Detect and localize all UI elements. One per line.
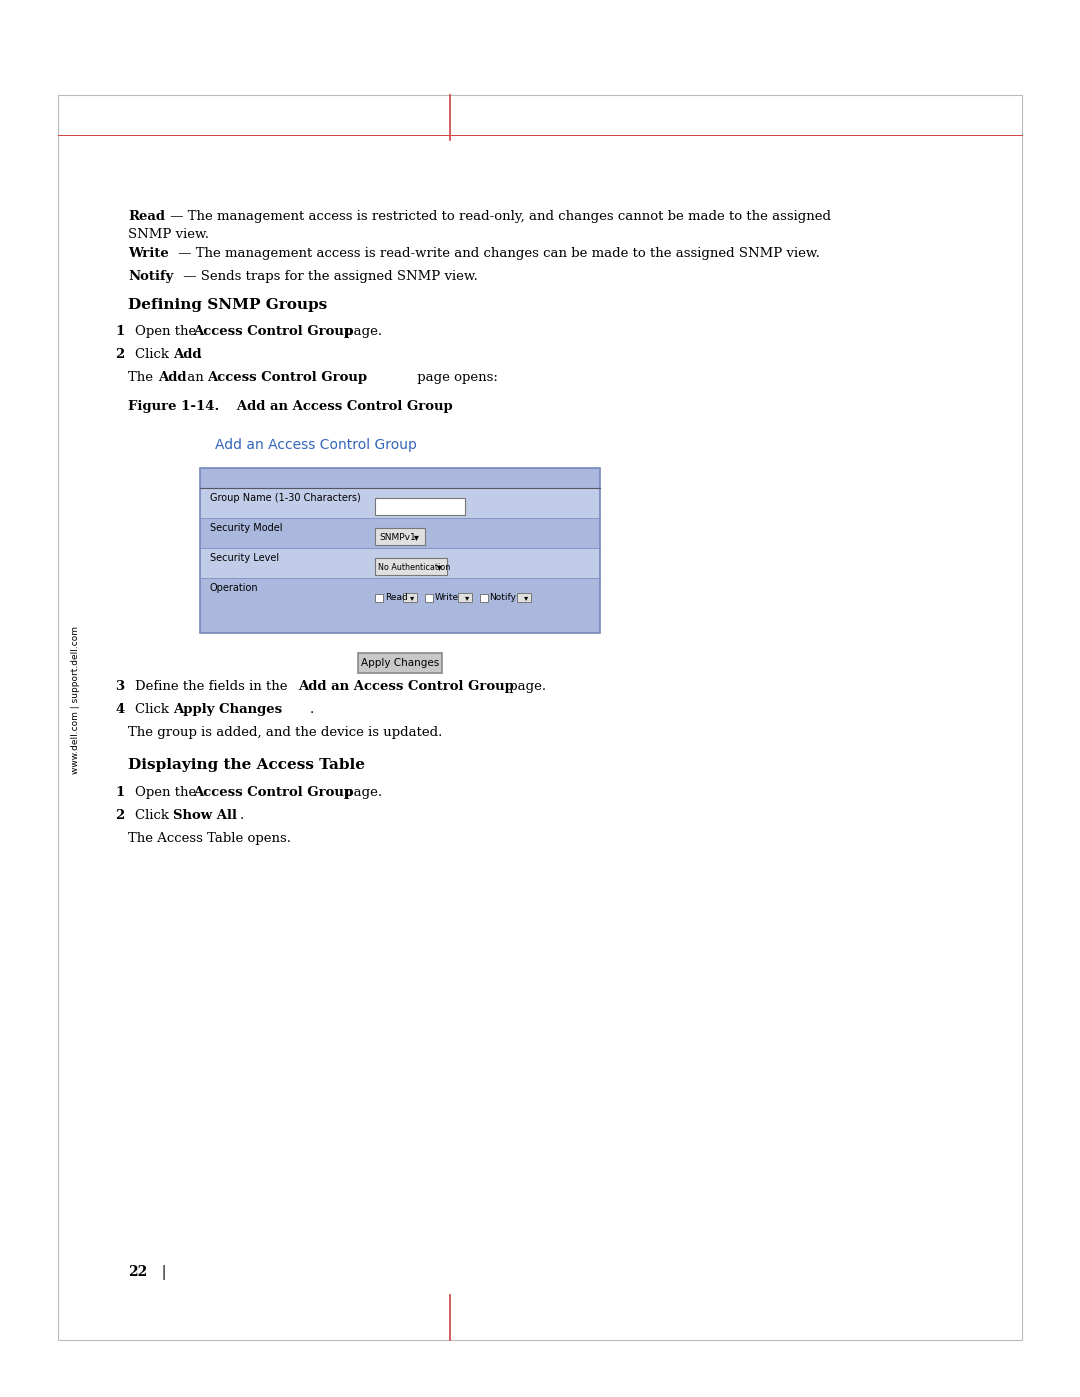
Text: Group Name (1-30 Characters): Group Name (1-30 Characters) xyxy=(210,493,361,503)
Bar xyxy=(201,469,599,488)
Bar xyxy=(357,652,442,673)
Bar xyxy=(516,592,530,602)
Text: .: . xyxy=(240,809,244,821)
Bar xyxy=(201,578,599,608)
Bar xyxy=(201,489,599,518)
Text: Figure 1-14.: Figure 1-14. xyxy=(129,400,219,414)
Text: Add an Access Control Group: Add an Access Control Group xyxy=(222,400,453,414)
Text: ▾: ▾ xyxy=(410,594,415,602)
Text: Notify: Notify xyxy=(129,270,174,284)
Bar xyxy=(375,528,426,545)
Text: .: . xyxy=(310,703,314,717)
Text: Define the fields in the: Define the fields in the xyxy=(135,680,292,693)
Text: Notify: Notify xyxy=(489,594,516,602)
Bar xyxy=(480,594,487,602)
Text: Add: Add xyxy=(173,348,202,360)
Text: Defining SNMP Groups: Defining SNMP Groups xyxy=(129,298,327,312)
Text: ▾: ▾ xyxy=(437,562,442,571)
Text: Open the: Open the xyxy=(135,326,201,338)
Text: Operation: Operation xyxy=(210,583,258,592)
Text: |: | xyxy=(153,1266,166,1280)
Bar xyxy=(200,468,600,633)
Text: ▾: ▾ xyxy=(464,594,469,602)
Text: Access Control Group: Access Control Group xyxy=(193,326,353,338)
Text: — The management access is restricted to read-only, and changes cannot be made t: — The management access is restricted to… xyxy=(166,210,831,224)
Bar xyxy=(58,95,1022,1340)
Text: Click: Click xyxy=(135,703,173,717)
Text: Read: Read xyxy=(129,210,165,224)
Text: 1: 1 xyxy=(114,787,124,799)
Text: Write: Write xyxy=(435,594,459,602)
Text: ▾: ▾ xyxy=(414,532,419,542)
Text: page.: page. xyxy=(341,326,382,338)
Text: 22: 22 xyxy=(129,1266,147,1280)
Text: Show All: Show All xyxy=(173,809,237,821)
Text: Access Control Group: Access Control Group xyxy=(193,787,353,799)
Bar xyxy=(403,592,417,602)
Text: .: . xyxy=(198,348,202,360)
Text: — Sends traps for the assigned SNMP view.: — Sends traps for the assigned SNMP view… xyxy=(179,270,477,284)
Text: Read: Read xyxy=(384,594,408,602)
Bar xyxy=(201,549,599,578)
Text: Open the: Open the xyxy=(135,787,201,799)
Text: 3: 3 xyxy=(114,680,124,693)
Text: The: The xyxy=(129,372,158,384)
Text: Displaying the Access Table: Displaying the Access Table xyxy=(129,759,365,773)
Text: No Authentication: No Authentication xyxy=(378,563,450,571)
Bar xyxy=(201,520,599,548)
Text: Apply Changes: Apply Changes xyxy=(173,703,282,717)
Bar xyxy=(375,557,447,576)
Text: SNMP view.: SNMP view. xyxy=(129,228,210,242)
Text: 1: 1 xyxy=(114,326,124,338)
Text: www.dell.com | support.dell.com: www.dell.com | support.dell.com xyxy=(70,626,80,774)
Text: Write: Write xyxy=(129,247,168,260)
Text: Click: Click xyxy=(135,809,173,821)
Text: page.: page. xyxy=(341,787,382,799)
Text: SNMPv1: SNMPv1 xyxy=(379,532,416,542)
Text: Security Model: Security Model xyxy=(210,522,283,534)
Text: Add an Access Control Group: Add an Access Control Group xyxy=(215,439,417,453)
Text: page.: page. xyxy=(505,680,546,693)
Text: 4: 4 xyxy=(114,703,124,717)
Bar xyxy=(375,594,383,602)
Text: The Access Table opens.: The Access Table opens. xyxy=(129,833,291,845)
Text: The group is added, and the device is updated.: The group is added, and the device is up… xyxy=(129,726,443,739)
Text: Add: Add xyxy=(158,372,187,384)
Text: page opens:: page opens: xyxy=(413,372,498,384)
Text: 2: 2 xyxy=(114,348,124,360)
Text: Security Level: Security Level xyxy=(210,553,279,563)
Bar xyxy=(375,497,465,515)
Text: an: an xyxy=(183,372,208,384)
Text: Access Control Group: Access Control Group xyxy=(207,372,367,384)
Text: Add an Access Control Group: Add an Access Control Group xyxy=(298,680,514,693)
Text: ▾: ▾ xyxy=(524,594,528,602)
Text: Apply Changes: Apply Changes xyxy=(361,658,440,668)
Text: 2: 2 xyxy=(114,809,124,821)
Text: — The management access is read-write and changes can be made to the assigned SN: — The management access is read-write an… xyxy=(174,247,820,260)
Bar xyxy=(426,594,433,602)
Text: Click: Click xyxy=(135,348,173,360)
Bar xyxy=(458,592,472,602)
